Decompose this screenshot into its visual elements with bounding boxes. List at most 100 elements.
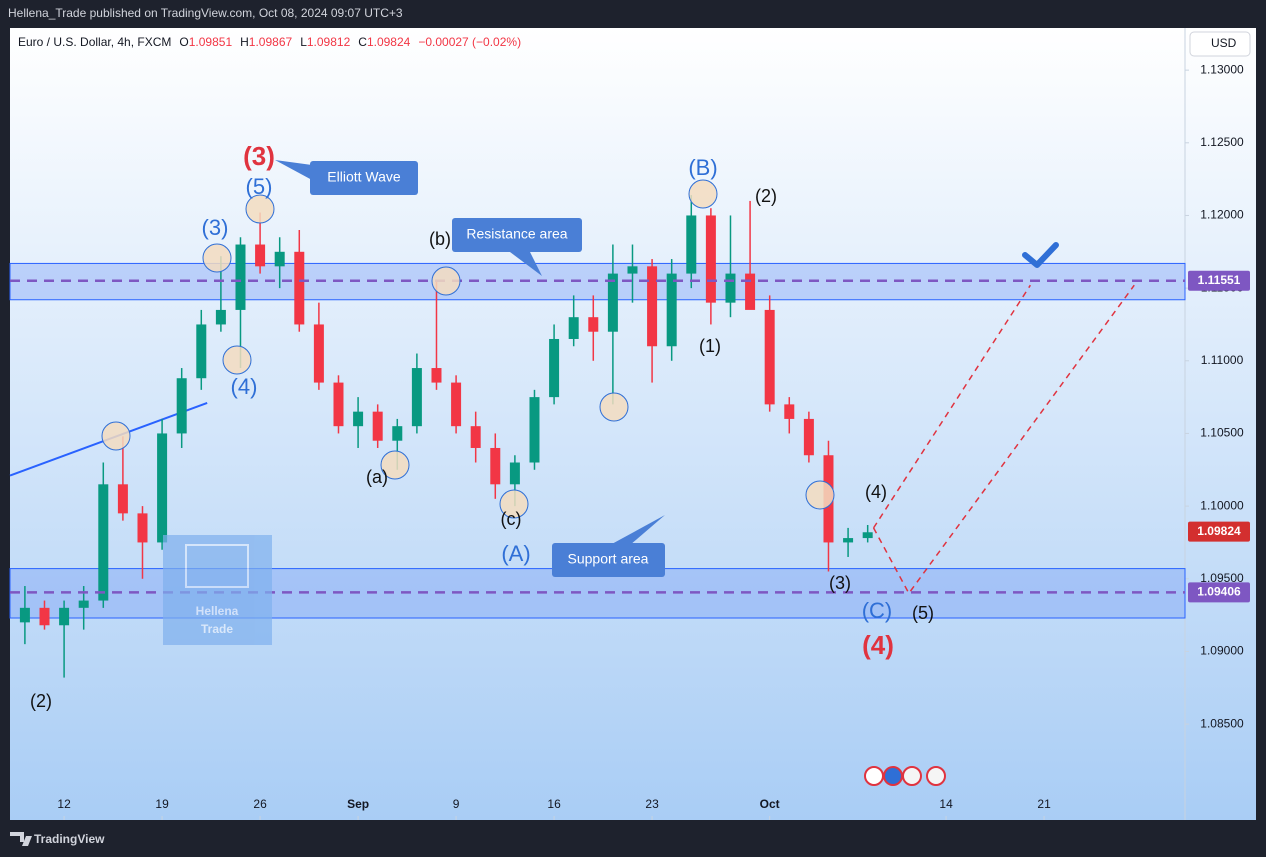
wave-label: (c)	[501, 509, 522, 529]
currency[interactable]: USD	[1211, 36, 1237, 50]
candle-body	[78, 600, 89, 608]
candle-body	[745, 273, 756, 310]
wave-circle	[222, 345, 252, 375]
wave-label: (b)	[429, 229, 451, 249]
wave-label: (3)	[243, 141, 275, 171]
y-tick-label: 1.10500	[1200, 426, 1244, 440]
plot-bg	[10, 28, 1256, 820]
y-tick-label: 1.09000	[1200, 644, 1244, 658]
price-tag	[1188, 521, 1250, 542]
change: −0.00027 (−0.02%)	[418, 35, 521, 49]
candle-body	[117, 484, 128, 514]
callout-box	[452, 218, 582, 252]
wave-circle	[202, 243, 232, 273]
x-tick-label: 12	[57, 797, 71, 811]
currency-button[interactable]	[1189, 31, 1251, 57]
candle-body	[294, 251, 305, 325]
callout-text: Resistance area	[466, 226, 567, 242]
wave-label: (5)	[912, 603, 934, 623]
candle-body	[157, 433, 168, 543]
legend: Euro / U.S. Dollar, 4h, FXCM O 1.09851 H 1.…	[18, 35, 521, 49]
x-tick-label: Sep	[347, 797, 369, 811]
wave-circle	[245, 194, 275, 224]
watermark-box	[163, 535, 272, 645]
wave-circles	[101, 179, 835, 519]
ohlc-label: L	[300, 35, 307, 49]
wave-label: (4)	[231, 374, 258, 399]
wave-circle	[380, 450, 410, 480]
wave-label: (2)	[755, 186, 777, 206]
wave-circle	[101, 421, 131, 451]
candle-body	[784, 404, 795, 419]
y-tick-label: 1.13000	[1200, 62, 1244, 76]
check-mark	[1022, 242, 1059, 268]
wave-label: (2)	[30, 691, 52, 711]
candle-body	[470, 426, 481, 448]
projection	[872, 284, 1135, 595]
ohlc-value: 1.09824	[367, 35, 411, 49]
wave-label: (B)	[688, 155, 717, 180]
candle-body	[215, 309, 226, 325]
candle-body	[588, 317, 599, 332]
candle-body	[647, 266, 658, 347]
event-icon[interactable]	[864, 766, 884, 786]
candle-body	[803, 418, 814, 456]
candle-body	[509, 462, 520, 485]
x-tick-label: 19	[155, 797, 169, 811]
candle-body	[313, 324, 324, 383]
wave-label: (3)	[829, 573, 851, 593]
candle-body	[333, 382, 344, 427]
wave-label: (1)	[699, 336, 721, 356]
wave-label: (4)	[865, 482, 887, 502]
wave-circle	[499, 489, 529, 519]
candle-body	[627, 266, 638, 274]
candle-body	[666, 273, 677, 347]
event-icon[interactable]	[902, 766, 922, 786]
candle-body	[39, 607, 50, 626]
candle-body	[353, 411, 364, 427]
candle-body	[411, 368, 422, 427]
candle-body	[274, 251, 285, 267]
price-tag	[1188, 270, 1250, 291]
callout-pointer	[610, 515, 665, 545]
y-tick-label: 1.10000	[1200, 498, 1244, 512]
brand-logo	[10, 832, 32, 846]
projection	[872, 284, 1031, 529]
x-tick-label: 23	[645, 797, 659, 811]
publisher: Hellena_Trade published on TradingView.c…	[8, 6, 403, 20]
candle-body	[392, 426, 403, 441]
candle-body	[98, 484, 109, 601]
candle-body	[196, 324, 207, 379]
x-tick-label: 26	[253, 797, 267, 811]
candle-body	[686, 215, 697, 274]
x-tick-label: 14	[939, 797, 953, 811]
wave-label: (4)	[862, 630, 894, 660]
brand: TradingView	[34, 832, 105, 846]
candle-body	[529, 397, 540, 463]
watermark: Hellena Trade	[163, 535, 272, 645]
price-tag-label: 1.11551	[1198, 273, 1241, 287]
event-icon[interactable]	[883, 766, 903, 786]
candle-body	[235, 244, 246, 310]
price-tag-label: 1.09406	[1197, 585, 1241, 599]
callout-box	[310, 161, 418, 195]
candle-body	[255, 244, 266, 267]
x-tick-label: Oct	[760, 797, 780, 811]
y-tick-label: 1.08500	[1200, 716, 1244, 730]
price-tag-label: 1.09824	[1197, 524, 1241, 538]
y-tick-label: 1.11000	[1201, 353, 1244, 367]
candle-body	[176, 378, 187, 434]
wave-circle	[688, 179, 718, 209]
y-tick-label: 1.09500	[1200, 571, 1244, 585]
wave-label: (3)	[202, 215, 229, 240]
candle-body	[843, 538, 854, 543]
wave-circle	[599, 392, 629, 422]
callout-box	[552, 543, 665, 577]
candle-body	[137, 513, 148, 543]
ohlc-label: O	[179, 35, 188, 49]
event-icon[interactable]	[926, 766, 946, 786]
callout-text: Elliott Wave	[327, 169, 401, 185]
candle-body	[568, 317, 579, 339]
callout-text: Support area	[568, 551, 649, 567]
